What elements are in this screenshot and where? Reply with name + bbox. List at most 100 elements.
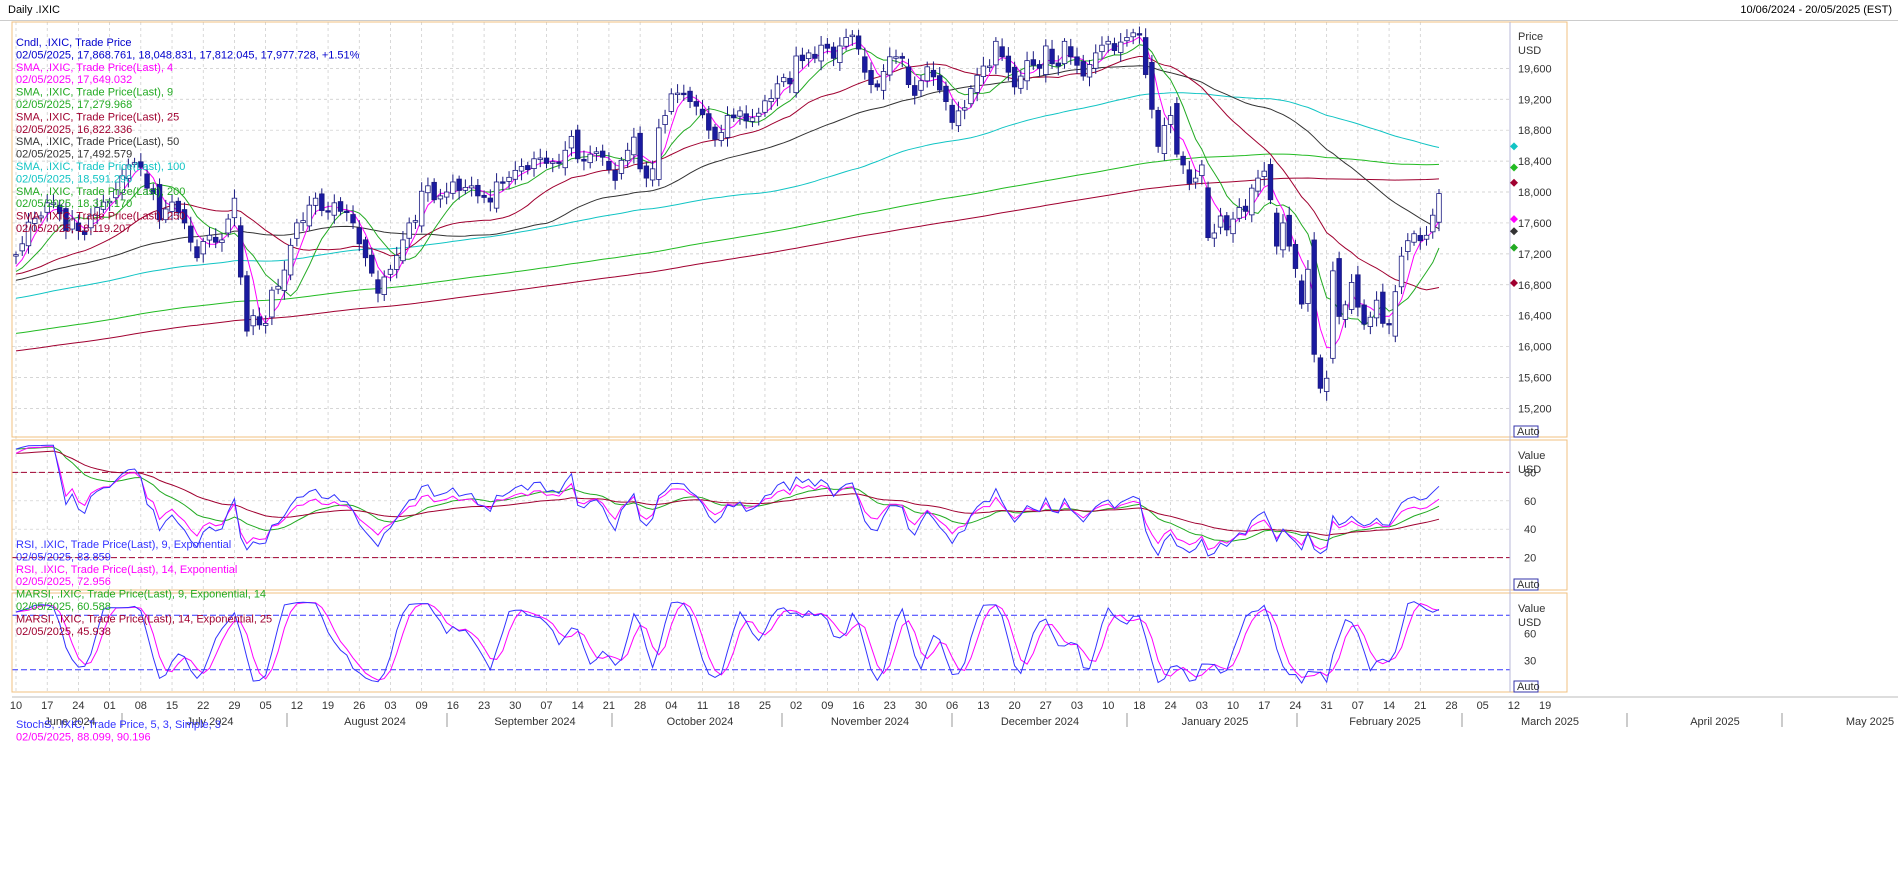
candle-body (1030, 59, 1037, 66)
x-day-label: 29 (228, 700, 240, 712)
price-legend-line: Cndl, .IXIC, Trade Price (16, 37, 132, 49)
x-day-label: 06 (946, 700, 958, 712)
candle-body (550, 161, 556, 164)
candle-body (1367, 316, 1374, 327)
candle-body (518, 166, 525, 172)
candle-body (737, 110, 743, 117)
price-tick-label: 19,600 (1518, 63, 1552, 75)
candle-body (568, 135, 575, 149)
candle-body (874, 83, 880, 88)
candle-body (855, 35, 862, 50)
rsi-legend-line: 02/05/2025, 60.588 (16, 601, 111, 613)
sma-25-line (15, 55, 1440, 291)
price-auto-label: Auto (1517, 426, 1540, 438)
x-month-label: January 2025 (1182, 716, 1249, 728)
candle-body (256, 316, 263, 326)
candle-body (281, 269, 288, 291)
candle-body (774, 83, 781, 99)
x-day-label: 25 (759, 700, 771, 712)
candle-body (163, 208, 169, 221)
price-tick-label: 18,000 (1518, 187, 1552, 199)
x-month-label: December 2024 (1001, 716, 1079, 728)
last-value-marker (1510, 279, 1518, 288)
candle-body (56, 204, 63, 215)
candle-body (431, 181, 437, 201)
candle-body (418, 190, 425, 227)
candle-body (500, 181, 506, 184)
stoch-tick-label: 60 (1524, 628, 1536, 640)
candle-body (1211, 232, 1218, 239)
candle-body (986, 65, 993, 68)
price-legend-line: SMA, .IXIC, Trade Price(Last), 200 (16, 186, 185, 198)
price-legend-line: 02/05/2025, 18,317.170 (16, 198, 132, 210)
candle-body (412, 220, 419, 223)
candle-body (456, 178, 462, 191)
candle-body (381, 276, 387, 295)
x-day-label: 07 (540, 700, 552, 712)
candle-body (375, 279, 381, 294)
price-tick-label: 18,800 (1518, 125, 1552, 137)
candle-body (930, 69, 937, 78)
last-value-marker (1510, 215, 1518, 224)
candle-body (805, 52, 812, 59)
marsi-14-line (15, 450, 1440, 536)
price-legend-line: 02/05/2025, 18,591.290 (16, 173, 132, 185)
x-day-label: 05 (1477, 700, 1489, 712)
candle-body (113, 189, 119, 199)
axes-labels: 19,600 19,200 18,800 18,400 18,000 17,600 17,2… (10, 31, 1898, 728)
x-day-label: 17 (41, 700, 53, 712)
price-legend-line: SMA, .IXIC, Trade Price(Last), 9 (16, 87, 173, 99)
candle-body (450, 181, 456, 194)
x-day-label: 14 (572, 700, 584, 712)
candle-body (1311, 239, 1317, 355)
price-legend-line: SMA, .IXIC, Trade Price(Last), 50 (16, 136, 179, 148)
candle-body (581, 158, 587, 162)
candle-body (394, 254, 400, 270)
x-day-label: 23 (884, 700, 896, 712)
candle-body (1068, 46, 1074, 58)
candle-body (362, 239, 369, 259)
sma-200-line (15, 153, 1440, 334)
candle-body (1280, 222, 1286, 251)
x-day-label: 21 (603, 700, 615, 712)
candle-body (662, 115, 668, 125)
candle-body (1230, 218, 1236, 235)
last-value-marker (1510, 227, 1518, 236)
candle-body (955, 110, 962, 127)
candle-body (937, 75, 943, 91)
chart-title: Daily .IXIC (8, 4, 60, 16)
candle-body (1398, 255, 1405, 288)
candle-body (1086, 64, 1093, 78)
grid-lines (12, 22, 1510, 692)
x-day-label: 18 (1133, 700, 1145, 712)
candle-body (13, 254, 19, 257)
panel-border-1 (11, 439, 1568, 591)
last-value-marker (1510, 243, 1518, 252)
candle-body (350, 214, 356, 224)
stoch-d-line (15, 601, 1440, 681)
candle-body (1167, 115, 1174, 125)
price-axis-label: Price (1518, 31, 1543, 43)
candle-body (562, 149, 568, 169)
candle-body (531, 158, 537, 169)
candle-body (618, 159, 625, 174)
candle-body (312, 197, 319, 206)
candle-body (968, 88, 974, 105)
x-day-label: 24 (72, 700, 84, 712)
x-day-label: 24 (1289, 700, 1301, 712)
stoch-axis-label: Value (1518, 603, 1545, 615)
candle-body (231, 197, 238, 219)
price-tick-label: 16,000 (1518, 342, 1552, 354)
candle-body (1392, 291, 1399, 337)
candle-body (1205, 187, 1211, 239)
rsi-legend-line: 02/05/2025, 72.956 (16, 576, 111, 588)
candle-body (656, 127, 662, 180)
candle-body (1124, 37, 1130, 42)
price-tick-label: 19,200 (1518, 94, 1552, 106)
x-day-label: 08 (135, 700, 147, 712)
candle-body (1018, 75, 1024, 89)
candle-body (637, 132, 643, 170)
candle-body (1342, 304, 1349, 320)
candle-body (244, 275, 250, 332)
